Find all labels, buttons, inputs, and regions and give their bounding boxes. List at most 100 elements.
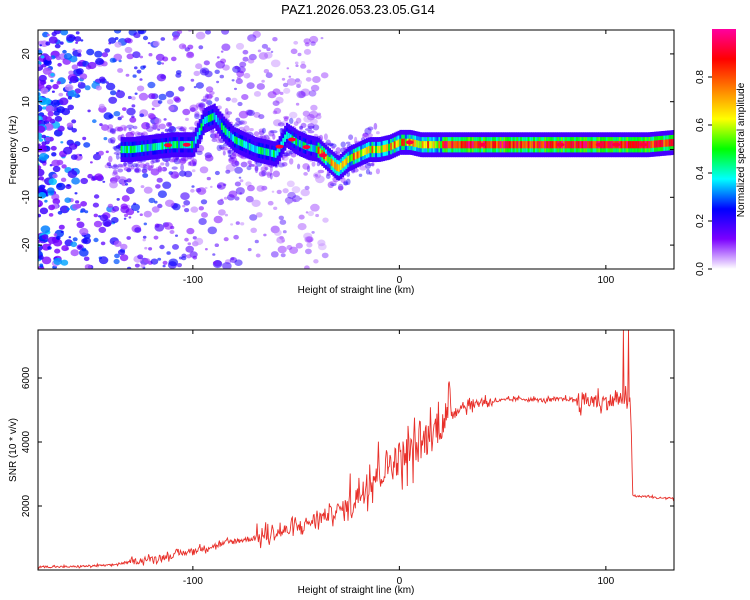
heatmap-cell [226,147,232,154]
heatmap-cell [162,56,169,62]
heatmap-cell [583,141,586,149]
heatmap-cell [93,213,99,218]
heatmap-cell [93,237,99,243]
heatmap-peak [595,142,604,147]
heatmap-cell [216,144,222,152]
heatmap-cell [110,139,116,144]
heatmap-cell [110,90,117,96]
heatmap-cell [165,160,168,163]
heatmap-cell [453,141,456,149]
heatmap-cell [50,72,55,77]
heatmap-cell [286,78,297,86]
heatmap-cell [117,126,124,132]
heatmap-cell [39,153,49,161]
heatmap-peak [556,142,565,147]
heatmap-cell [139,213,143,216]
heatmap-cell [52,165,61,173]
heatmap-cell [590,141,594,149]
heatmap-cell [358,150,361,158]
heatmap-cell [159,244,165,250]
heatmap-cell [40,55,45,59]
heatmap-cell [542,141,545,149]
heatmap-cell [258,171,266,177]
heatmap-cell [298,91,307,98]
heatmap-cell [310,203,320,212]
heatmap-cell [38,104,43,112]
heatmap-cell [575,141,579,149]
heatmap-cell [628,141,631,149]
heatmap-cell [248,163,253,167]
heatmap-cell [146,144,149,152]
heatmap-cell [158,167,164,172]
heatmap-cell [570,141,573,149]
heatmap-cell [51,152,57,157]
heatmap-cell [40,225,51,234]
heatmap-cell [258,114,265,120]
heatmap-cell [211,113,214,121]
heatmap-cell [99,214,109,222]
heatmap-cell [168,258,179,267]
heatmap-cell [655,140,659,148]
heatmap-cell [71,168,75,171]
heatmap-cell [113,240,122,247]
heatmap-cell [109,128,116,134]
heatmap-cell [425,141,428,149]
heatmap-cell [367,126,374,131]
heatmap-cell [142,166,148,170]
heatmap-cell [290,152,297,158]
heatmap-cell [667,139,670,147]
heatmap-cell [171,158,178,163]
heatmap-cell [70,154,78,160]
heatmap-cell [427,141,430,149]
heatmap-cell [143,210,152,218]
heatmap-cell [338,164,341,172]
heatmap-y-tick-label: 10 [21,96,32,108]
heatmap-cell [265,148,268,156]
heatmap-cell [629,141,633,149]
heatmap-cell [179,158,187,164]
heatmap-cell [128,216,132,219]
heatmap-cell [297,139,300,147]
heatmap-cell [317,239,326,247]
heatmap-cell [180,126,185,132]
heatmap-cell [362,132,369,138]
heatmap-cell [158,123,166,130]
heatmap-cell [137,254,144,260]
heatmap-cell [412,139,415,147]
heatmap-cell [109,165,113,169]
heatmap-cell [303,48,312,55]
heatmap-cell [168,105,175,111]
colorbar-tick-label: 0.0 [695,262,706,276]
heatmap-cell [200,199,208,205]
heatmap-cell [153,235,159,240]
heatmap-cell [170,225,175,230]
heatmap-cell [120,115,124,118]
heatmap-cell [231,79,235,82]
heatmap-cell [260,147,263,155]
snr-y-tick-label: 6000 [21,366,32,389]
heatmap-cell [587,141,590,149]
heatmap-cell [256,185,265,192]
heatmap-cell [83,256,90,262]
colorbar: 0.0 0.2 0.4 0.6 0.8 Normalized spectral ampl… [695,29,747,276]
heatmap-cell [124,145,127,154]
heatmap-cell [98,226,107,233]
heatmap-cell [114,30,122,34]
heatmap-cell [306,236,314,243]
heatmap-cell [264,51,273,59]
heatmap-cell [190,78,195,82]
heatmap-cell [39,207,49,215]
heatmap-cell [140,185,145,189]
heatmap-cell [196,132,200,140]
snr-x-tick-label: -100 [183,576,203,587]
heatmap-cell [184,237,189,242]
heatmap-cell [148,93,156,100]
heatmap-cell [280,253,286,258]
heatmap-cell [150,164,154,168]
heatmap-cell [165,161,170,167]
heatmap-cell [455,141,458,149]
heatmap-cell [473,141,476,149]
heatmap-cell [298,214,305,220]
heatmap-cell [239,61,247,68]
heatmap-cell [92,153,102,161]
